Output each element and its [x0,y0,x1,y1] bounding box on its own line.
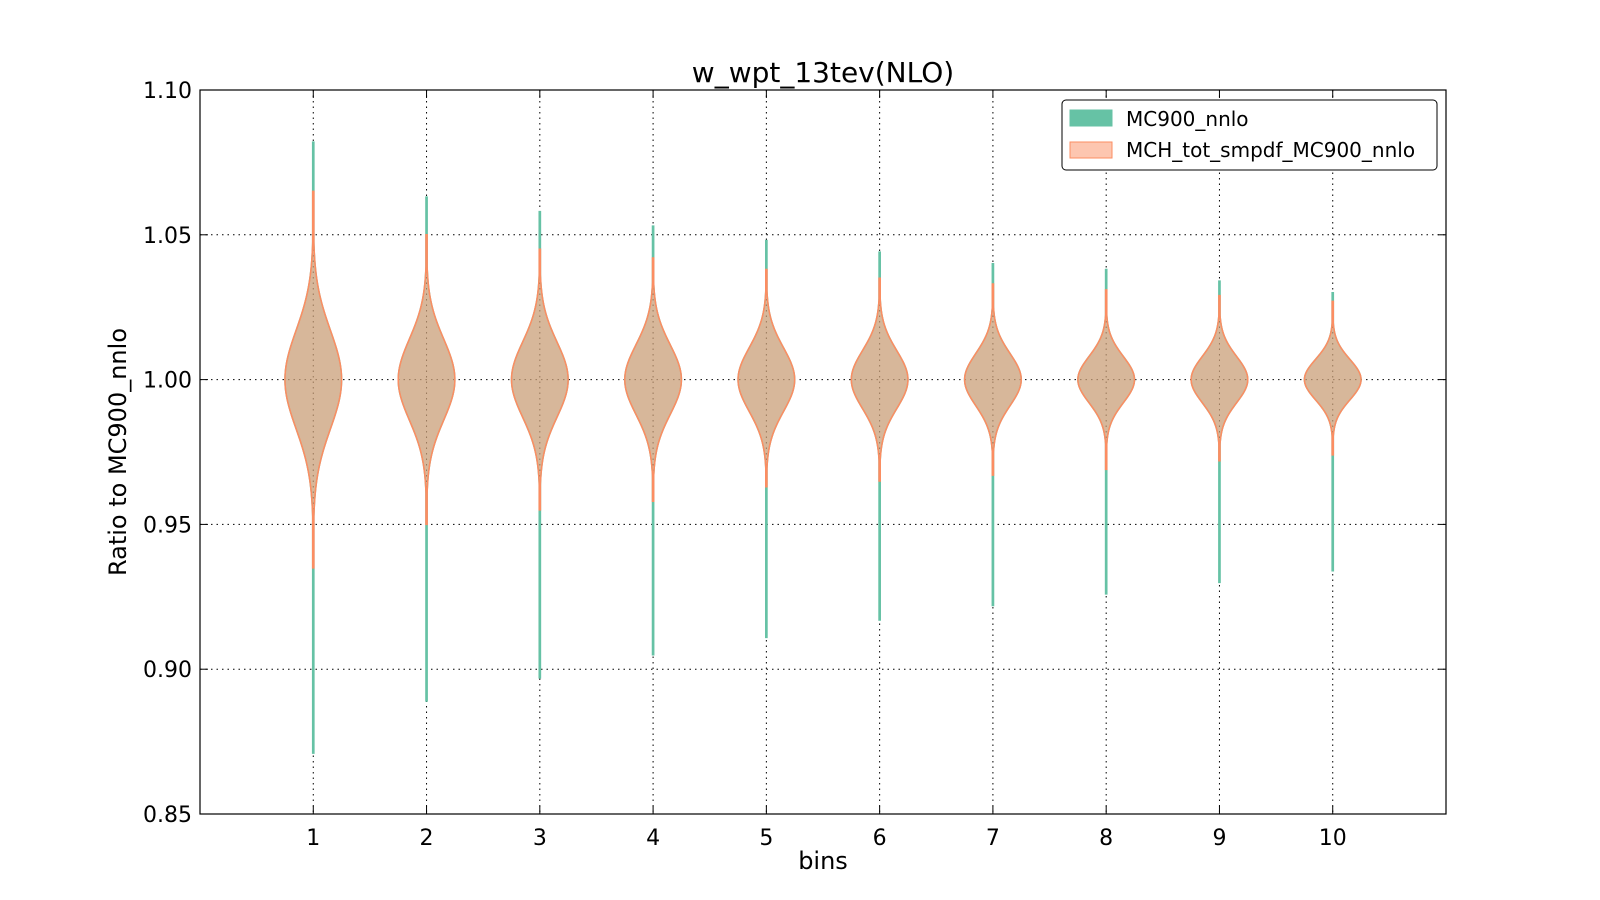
x-tick-label: 8 [1099,826,1113,851]
violin-bin-5 [737,268,796,488]
x-tick-label: 4 [646,826,660,851]
plot-frame [199,89,1447,815]
x-tick-label: 1 [306,826,320,851]
chart-title: w_wpt_13tev(NLO) [692,56,954,89]
violin-bin-9 [1190,294,1249,462]
violin-bin-2 [397,234,456,526]
legend: MC900_nnlo MCH_tot_smpdf_MC900_nnlo [1061,99,1438,171]
x-axis-label: bins [798,847,848,875]
violin-bin-1 [284,190,343,569]
y-tick-label: 1.00 [143,369,192,394]
x-tick-label: 6 [873,826,887,851]
legend-label-mc900-nnlo: MC900_nnlo [1126,107,1249,131]
violin-series-mch-tot-smpdf-mc900-nnlo [284,190,1362,569]
y-tick-label: 0.90 [143,658,192,683]
y-tick-label: 1.10 [143,79,192,104]
x-tick-label: 7 [986,826,1000,851]
legend-swatch-mc900-nnlo [1069,109,1113,127]
violin-plots [284,141,1362,754]
x-tick-label: 10 [1319,826,1347,851]
legend-box [1061,99,1438,171]
violin-bin-3 [510,248,569,511]
violin-bin-6 [850,277,909,482]
y-tick-label: 0.95 [143,513,192,538]
x-tick-label: 3 [533,826,547,851]
violin-bin-4 [624,257,683,502]
x-tick-label: 9 [1212,826,1226,851]
x-tick-label: 5 [759,826,773,851]
legend-label-mch-tot-smpdf-mc900-nnlo: MCH_tot_smpdf_MC900_nnlo [1126,138,1415,162]
violin-bin-10 [1303,300,1362,456]
y-tick-label: 1.05 [143,224,192,249]
y-tick-label: 0.85 [143,803,192,828]
legend-swatch-mch-tot-smpdf-mc900-nnlo [1069,141,1113,159]
grid-lines [200,90,1446,814]
violin-bin-7 [963,283,1022,476]
x-tick-label: 2 [420,826,434,851]
violin-series-mc900-nnlo [284,141,1362,754]
y-axis-label: Ratio to MC900_nnlo [104,328,132,576]
axis-ticks: 0.85 0.90 0.95 1.00 1.05 1.10 1 2 3 4 5 6 7 8 9 10 [143,79,1446,851]
violin-bin-8 [1077,289,1136,471]
